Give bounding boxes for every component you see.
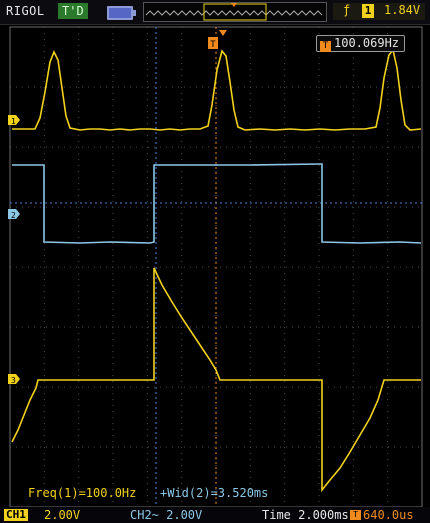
channel-1-badge[interactable]: CH1	[4, 508, 28, 521]
trigger-position-small-icon: T	[350, 510, 361, 520]
run-state-badge[interactable]: T'D	[58, 3, 88, 19]
channel-2-waveform	[12, 163, 422, 244]
measurement-frequency: Freq(1)=100.0Hz	[28, 486, 137, 500]
svg-text:3: 3	[11, 376, 16, 385]
trigger-level-value: 1.84V	[384, 3, 421, 17]
channel-2-marker[interactable]: 2	[8, 209, 20, 220]
frequency-counter: T 100.069Hz	[316, 35, 406, 52]
channel-1-waveform	[12, 48, 422, 131]
trigger-badge-icon: T	[320, 41, 331, 52]
status-bar-bottom: CH1 2.00V CH2~ 2.00V Time 2.000ms T 640.…	[0, 507, 430, 523]
trigger-position-icon[interactable]: T	[208, 30, 227, 50]
channel-1-marker[interactable]: 1	[8, 115, 20, 126]
svg-text:T: T	[210, 40, 216, 50]
channel-3-marker[interactable]: 3	[8, 374, 20, 385]
timebase-value[interactable]: Time 2.000ms	[262, 508, 349, 522]
memory-waveform-preview	[145, 3, 323, 21]
memory-depth-strip	[143, 2, 327, 22]
svg-text:1: 1	[11, 117, 16, 126]
rising-edge-icon: ƒ	[343, 3, 351, 17]
svg-text:2: 2	[11, 211, 16, 220]
channel-1-scale: 2.00V	[44, 508, 81, 522]
trigger-position-value: 640.0us	[363, 508, 414, 522]
measurement-positive-width: +Wid(2)=3.520ms	[160, 486, 269, 500]
trigger-source-badge: 1	[362, 4, 374, 18]
memory-icon	[107, 6, 136, 20]
channel-2-scale[interactable]: CH2~ 2.00V	[130, 508, 203, 522]
math-waveform	[11, 267, 421, 493]
status-bar-top: RIGOL T'D ƒ 1 1.84V	[0, 0, 430, 25]
frequency-counter-value: 100.069Hz	[334, 36, 400, 50]
brand-label: RIGOL	[6, 4, 45, 18]
trigger-info[interactable]	[333, 3, 425, 20]
